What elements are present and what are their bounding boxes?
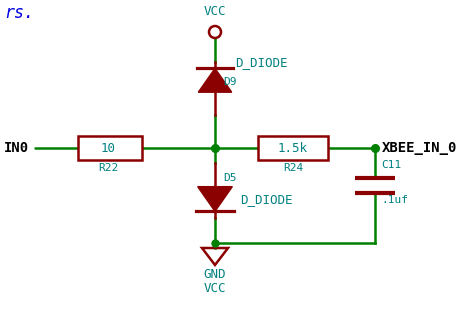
Text: .1uf: .1uf xyxy=(381,195,408,205)
Text: 10: 10 xyxy=(100,142,116,154)
Text: VCC: VCC xyxy=(204,5,226,18)
Polygon shape xyxy=(198,68,232,92)
Text: D_DIODE: D_DIODE xyxy=(240,193,292,207)
Text: GND: GND xyxy=(204,268,226,281)
Text: XBEE_IN_0: XBEE_IN_0 xyxy=(382,141,457,155)
Text: C11: C11 xyxy=(381,160,401,170)
FancyBboxPatch shape xyxy=(258,136,328,160)
Text: VCC: VCC xyxy=(204,282,226,295)
Text: D9: D9 xyxy=(223,77,237,87)
Text: R24: R24 xyxy=(283,163,303,173)
Text: IN0: IN0 xyxy=(4,141,29,155)
Text: 1.5k: 1.5k xyxy=(278,142,308,154)
Text: rs.: rs. xyxy=(4,4,34,22)
Text: R22: R22 xyxy=(98,163,118,173)
Text: D5: D5 xyxy=(223,173,237,183)
Text: D_DIODE: D_DIODE xyxy=(235,57,288,69)
Polygon shape xyxy=(198,187,232,211)
FancyBboxPatch shape xyxy=(78,136,142,160)
